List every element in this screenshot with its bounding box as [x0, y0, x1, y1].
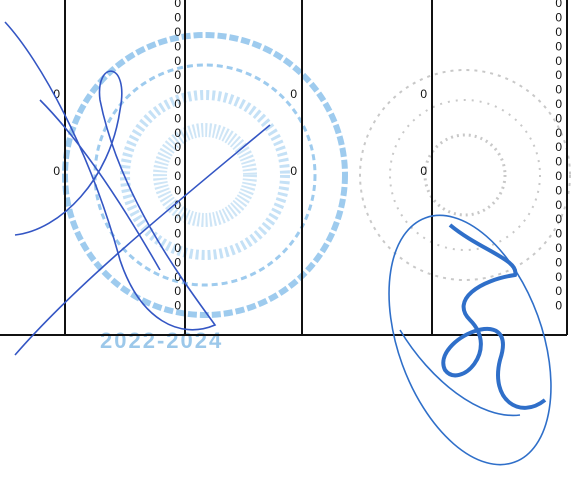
- cell-value: 0: [174, 155, 181, 169]
- cell-value: 0: [174, 227, 181, 241]
- cell-value: 0: [555, 241, 562, 255]
- cell-value: 0: [555, 68, 562, 82]
- cell-value: 0: [555, 155, 562, 169]
- table-cells: 0000000000000000000000000000000000000000…: [53, 0, 562, 313]
- table-lines: [0, 0, 568, 336]
- cell-value: 0: [555, 83, 562, 97]
- cell-value: 0: [555, 111, 562, 125]
- faint-stamp: [359, 69, 571, 281]
- cell-value: 0: [174, 169, 181, 183]
- cell-value: 0: [174, 255, 181, 269]
- cell-value: 0: [555, 0, 562, 10]
- cell-value: 0: [290, 164, 297, 178]
- cell-value: 0: [555, 212, 562, 226]
- cell-value: 0: [420, 87, 427, 101]
- signature-left: [4, 21, 271, 356]
- cell-value: 0: [555, 126, 562, 140]
- cell-value: 0: [555, 39, 562, 53]
- cell-value: 0: [555, 299, 562, 313]
- cell-value: 0: [174, 68, 181, 82]
- cell-value: 0: [555, 169, 562, 183]
- cell-value: 0: [174, 54, 181, 68]
- signature-right: [388, 214, 552, 466]
- cell-value: 0: [174, 299, 181, 313]
- cell-value: 0: [174, 183, 181, 197]
- cell-value: 0: [555, 270, 562, 284]
- cell-value: 0: [174, 270, 181, 284]
- cell-value: 0: [555, 25, 562, 39]
- cell-value: 0: [174, 11, 181, 25]
- stamp-year: 2022-2024: [100, 328, 223, 353]
- cell-value: 0: [174, 111, 181, 125]
- cell-value: 0: [53, 164, 60, 178]
- cell-value: 0: [174, 97, 181, 111]
- cell-value: 0: [174, 39, 181, 53]
- cell-value: 0: [53, 87, 60, 101]
- cell-value: 0: [174, 25, 181, 39]
- cell-value: 0: [555, 284, 562, 298]
- cell-value: 0: [555, 140, 562, 154]
- cell-value: 0: [555, 97, 562, 111]
- cell-value: 0: [174, 140, 181, 154]
- cell-value: 0: [420, 164, 427, 178]
- cell-value: 0: [174, 198, 181, 212]
- cell-value: 0: [555, 198, 562, 212]
- cell-value: 0: [555, 11, 562, 25]
- cell-value: 0: [555, 227, 562, 241]
- cell-value: 0: [174, 0, 181, 10]
- cell-value: 0: [555, 183, 562, 197]
- cell-value: 0: [174, 126, 181, 140]
- cell-value: 0: [555, 255, 562, 269]
- cell-value: 0: [174, 83, 181, 97]
- cell-value: 0: [174, 241, 181, 255]
- cell-value: 0: [555, 54, 562, 68]
- cell-value: 0: [174, 212, 181, 226]
- cell-value: 0: [290, 87, 297, 101]
- cell-value: 0: [174, 284, 181, 298]
